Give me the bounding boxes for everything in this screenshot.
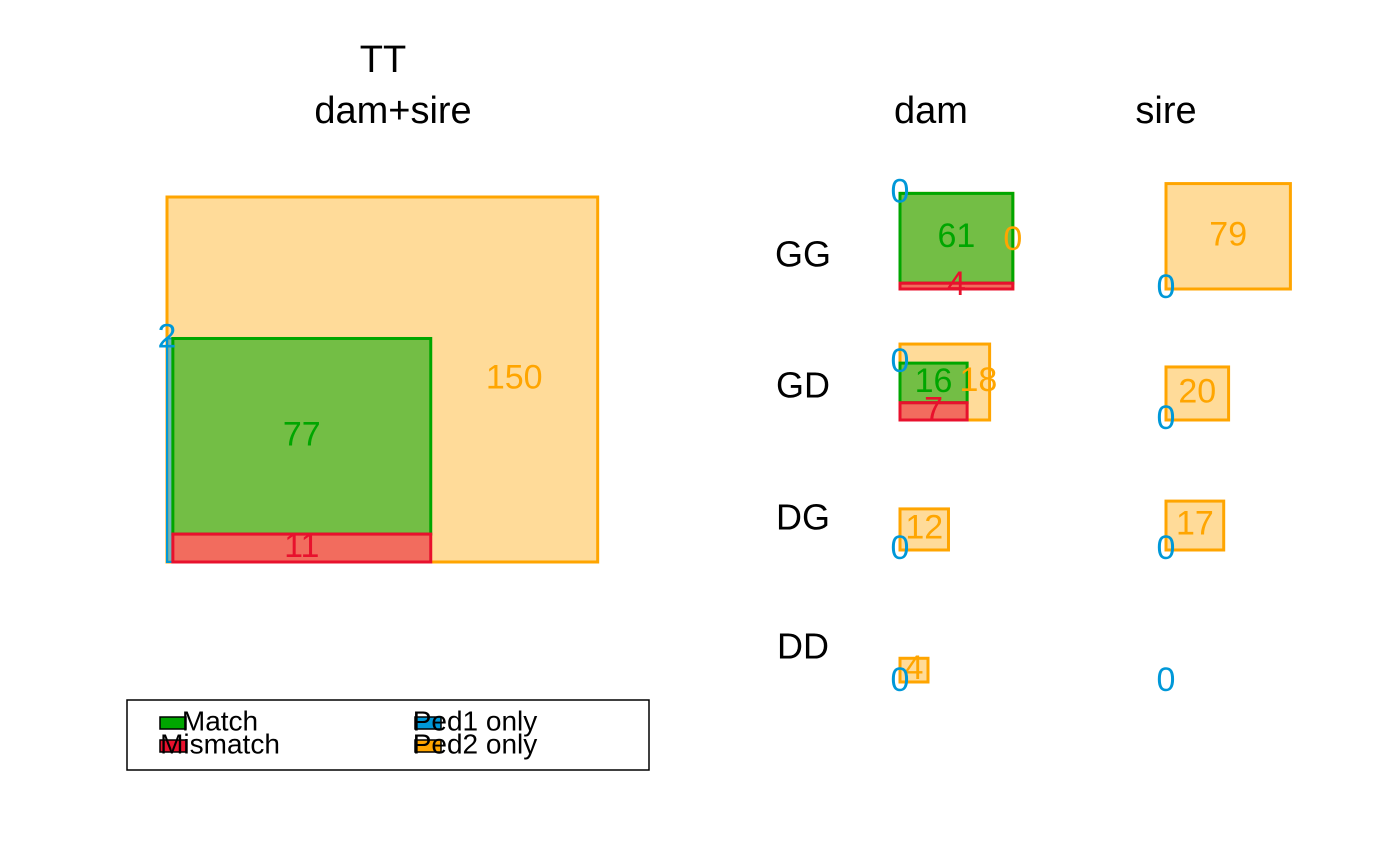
legend-label: Match [182,705,258,736]
ped1-label: 0 [891,172,910,210]
legend-swatch [414,716,442,730]
chart-title: TT [360,39,406,81]
ped1-label: 0 [1157,399,1176,437]
row-label: GG [775,234,831,275]
row-label: GD [776,365,830,406]
ped2-label: 0 [1003,220,1022,258]
ped2-label: 12 [905,508,943,546]
legend-swatch [159,739,187,753]
ped2-label: 18 [959,361,997,399]
main-subtitle: dam+sire [314,90,471,132]
ped2-box [1164,182,1292,291]
ped2-box [898,507,950,552]
legend-box [126,699,650,771]
ped1-label: 0 [1157,268,1176,306]
match-box [171,336,433,536]
legend-label: Mismatch [160,728,280,759]
ped2-box [1164,499,1226,552]
ped1-label: 0 [891,342,910,380]
mismatch-box [898,281,1015,291]
ped2-label: 17 [1176,505,1214,543]
ped2-box [898,656,930,684]
column-label: sire [1135,90,1196,132]
legend-label: Ped2 only [413,728,538,759]
ped2-label: 79 [1209,215,1247,253]
match-label: 61 [938,217,976,255]
ped1-label: 0 [891,529,910,567]
column-label: dam [894,90,968,132]
row-label: DG [776,497,830,538]
row-label: DD [777,626,829,667]
legend-swatch [414,739,442,753]
mismatch-box [171,532,433,564]
ped2-label: 4 [905,649,924,687]
ped1-label: 2 [158,317,177,355]
ped1-label: 0 [891,661,910,699]
legend-label: Ped1 only [413,705,538,736]
ped1-label: 0 [1157,529,1176,567]
match-label: 16 [915,362,953,400]
legend-swatch [159,716,187,730]
ped2-label: 150 [486,358,543,396]
ped2-label: 20 [1178,372,1216,410]
ped2-box [1164,365,1231,422]
mismatch-label: 4 [947,265,966,303]
mismatch-label: 11 [284,527,319,565]
match-label: 77 [283,415,321,453]
mismatch-box [898,401,969,422]
ped1-label: 0 [1157,661,1176,699]
mismatch-label: 7 [924,390,943,428]
